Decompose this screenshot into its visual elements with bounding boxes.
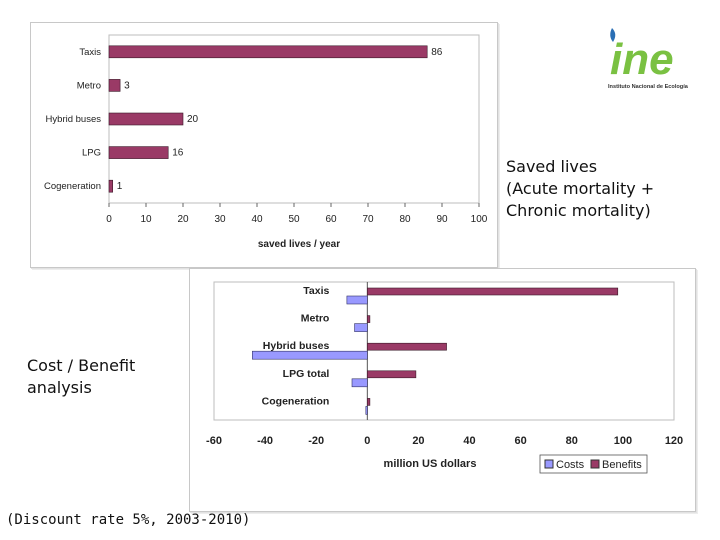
x-tick-label: 0 <box>106 214 112 225</box>
category-label: Cogeneration <box>262 395 330 407</box>
x-tick-label: 60 <box>325 214 337 225</box>
bar <box>108 45 428 59</box>
x-tick-label: 70 <box>362 214 374 225</box>
costs-bar <box>365 406 368 415</box>
saved-lives-chart-panel: 0 10 20 30 40 50 60 70 80 90 100 saved lives / year… <box>30 22 498 268</box>
saved-lives-caption: Saved lives (Acute mortality + Chronic m… <box>506 156 706 222</box>
category-label: LPG <box>82 148 101 159</box>
discount-rate-note: (Discount rate 5%, 2003-2010) <box>6 512 251 528</box>
data-label: 1 <box>117 181 123 192</box>
x-tick-label: 80 <box>566 435 578 447</box>
x-tick-label: 20 <box>412 435 424 447</box>
caption-line: Saved lives <box>506 157 598 176</box>
x-axis-label: million US dollars <box>384 458 477 470</box>
logo-blue-leaf <box>610 28 616 42</box>
benefits-bar <box>367 398 371 406</box>
category-label: Hybrid buses <box>46 114 102 125</box>
x-tick-label: -40 <box>257 435 273 447</box>
category-label: LPG total <box>283 368 330 380</box>
data-label: 16 <box>172 148 184 159</box>
x-tick-label: 40 <box>463 435 475 447</box>
cost-benefit-chart-panel: -60 -40 -20 0 20 40 60 80 100 120 million US dolla… <box>189 268 696 512</box>
caption-line: Chronic mortality) <box>506 201 651 220</box>
category-label: Metro <box>301 313 330 325</box>
legend-swatch-costs <box>544 459 554 469</box>
cost-benefit-chart: -60 -40 -20 0 20 40 60 80 100 120 million US dolla… <box>206 281 683 474</box>
category-label: Hybrid buses <box>263 340 330 352</box>
legend-swatch-benefits <box>590 459 600 469</box>
costs-bar <box>252 350 368 360</box>
benefits-bar <box>367 287 619 296</box>
x-tick-label: 60 <box>515 435 527 447</box>
category-label: Taxis <box>303 285 329 297</box>
category-label: Cogeneration <box>44 181 101 192</box>
x-tick-label: 50 <box>288 214 300 225</box>
legend-label-costs: Costs <box>556 459 585 471</box>
bar <box>108 146 169 159</box>
caption-line: (Acute mortality + <box>506 179 655 198</box>
x-tick-label: 10 <box>140 214 152 225</box>
costs-bar <box>354 323 368 332</box>
saved-lives-chart: 0 10 20 30 40 50 60 70 80 90 100 saved lives / year… <box>44 34 488 250</box>
x-tick-label: 0 <box>364 435 370 447</box>
caption-line: Cost / Benefit <box>27 356 136 375</box>
bar <box>108 112 184 126</box>
logo-wordmark: ine <box>610 35 674 84</box>
cost-benefit-caption: Cost / Benefit analysis <box>27 355 187 399</box>
x-tick-label: 100 <box>614 435 632 447</box>
benefits-bar <box>367 315 371 323</box>
x-axis-label: saved lives / year <box>258 239 340 250</box>
x-tick-label: 80 <box>399 214 411 225</box>
ine-logo: ine Instituto Nacional de Ecología <box>608 28 689 90</box>
benefits-bar <box>367 342 447 351</box>
legend-label-benefits: Benefits <box>602 459 642 471</box>
x-tick-label: 40 <box>251 214 263 225</box>
bar <box>108 179 114 193</box>
x-tick-label: 120 <box>665 435 683 447</box>
data-label: 20 <box>187 114 199 125</box>
data-label: 86 <box>431 47 443 58</box>
bar <box>108 79 121 92</box>
plot-area <box>213 281 675 421</box>
category-label: Taxis <box>79 47 101 58</box>
costs-bar <box>346 295 368 305</box>
x-tick-label: 90 <box>436 214 448 225</box>
x-tick-label: 30 <box>214 214 226 225</box>
x-tick-label: 20 <box>177 214 189 225</box>
logo-subtitle: Instituto Nacional de Ecología <box>608 84 689 90</box>
caption-line: analysis <box>27 378 92 397</box>
category-label: Metro <box>77 80 101 91</box>
benefits-bar <box>367 370 417 379</box>
x-tick-label: 100 <box>471 214 488 225</box>
x-tick-label: -60 <box>206 435 222 447</box>
data-label: 3 <box>124 80 130 91</box>
costs-bar <box>351 378 368 388</box>
x-tick-label: -20 <box>308 435 324 447</box>
